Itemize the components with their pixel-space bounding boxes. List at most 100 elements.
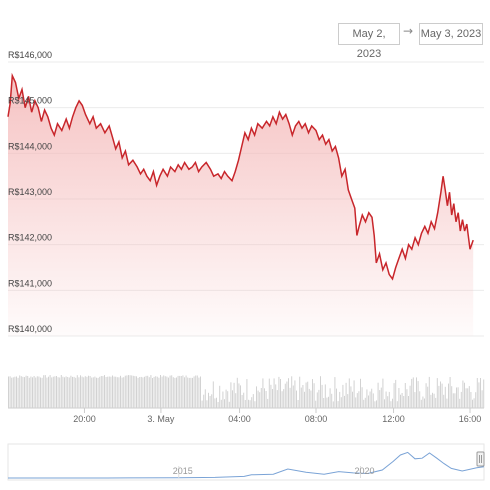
volume-bar <box>19 375 21 408</box>
volume-bar <box>345 382 347 408</box>
volume-bar <box>233 382 235 408</box>
volume-bar <box>64 377 65 408</box>
volume-bar <box>187 377 189 408</box>
volume-bar <box>179 375 181 408</box>
volume-bar <box>217 402 219 408</box>
volume-bar <box>428 376 430 408</box>
volume-bar <box>430 394 432 408</box>
volume-bar <box>172 377 174 408</box>
navigator-year-label: 2015 <box>173 466 193 476</box>
volume-bar <box>340 397 342 408</box>
volume-bar <box>440 381 441 408</box>
volume-bar <box>296 390 297 408</box>
volume-bar <box>224 399 225 408</box>
volume-bar <box>462 380 464 408</box>
volume-bar <box>161 376 163 408</box>
volume-bar <box>16 376 17 408</box>
volume-bar <box>62 376 64 408</box>
volume-bar <box>76 375 78 408</box>
volume-bar <box>376 400 377 408</box>
volume-bar <box>121 377 123 408</box>
volume-bar <box>326 397 328 408</box>
volume-bar <box>358 391 360 408</box>
volume-bar <box>33 376 35 408</box>
volume-bar <box>60 375 62 408</box>
volume-bar <box>9 376 11 408</box>
volume-bar <box>312 379 313 408</box>
volume-bar <box>195 375 197 408</box>
volume-bar <box>156 376 158 408</box>
volume-bar <box>216 397 217 408</box>
volume-bar <box>400 394 401 408</box>
volume-bar <box>46 377 48 408</box>
volume-bar <box>451 386 453 408</box>
volume-bar <box>203 394 205 408</box>
volume-bar <box>483 379 485 408</box>
volume-bar <box>129 375 131 408</box>
volume-bar <box>160 375 161 408</box>
volume-bar <box>318 389 320 408</box>
volume-bar <box>153 376 155 408</box>
volume-bar <box>443 394 445 408</box>
volume-bar <box>137 377 139 408</box>
volume-bar <box>446 398 448 408</box>
volume-bar <box>313 383 315 408</box>
volume-bar <box>136 376 137 408</box>
volume-bar <box>297 400 299 408</box>
volume-bar <box>35 377 37 408</box>
volume-bar <box>300 387 302 408</box>
volume-bar <box>102 376 104 408</box>
volume-bar <box>44 375 46 408</box>
range-to-input[interactable]: May 3, 2023 <box>419 23 483 45</box>
volume-bar <box>227 391 229 408</box>
volume-bar <box>12 377 14 408</box>
volume-bar <box>243 392 245 408</box>
volume-bar <box>270 384 272 408</box>
volume-bar <box>470 392 472 408</box>
volume-bar <box>147 375 149 408</box>
volume-bar <box>25 375 27 408</box>
volume-bar <box>163 375 165 408</box>
volume-bar <box>220 399 222 408</box>
volume-bar <box>467 388 469 408</box>
volume-bar <box>251 397 253 408</box>
volume-bar <box>294 380 296 408</box>
volume-bar <box>164 376 166 408</box>
volume-bar <box>392 398 393 408</box>
volume-bar <box>182 375 184 408</box>
volume-bar <box>315 400 317 408</box>
volume-bar <box>73 376 75 408</box>
volume-bar <box>299 376 301 408</box>
volume-bar <box>131 375 133 408</box>
navigator-handle[interactable] <box>476 451 485 467</box>
volume-bar <box>248 399 249 408</box>
volume-bar <box>324 384 326 408</box>
volume-bar <box>409 385 411 408</box>
range-from-input[interactable]: May 2, 2023 <box>338 23 400 60</box>
volume-bar <box>363 399 365 408</box>
volume-bar <box>86 376 88 408</box>
volume-bar <box>196 375 198 408</box>
volume-bar <box>176 377 177 408</box>
volume-bar <box>249 400 251 408</box>
volume-bar <box>152 378 153 408</box>
volume-bar <box>350 386 352 408</box>
volume-bar <box>134 376 136 408</box>
volume-bar <box>280 379 281 408</box>
volume-bar <box>382 378 384 408</box>
volume-bar <box>91 377 93 408</box>
volume-bar <box>473 398 475 408</box>
volume-bar <box>480 378 481 408</box>
volume-bar <box>464 382 465 408</box>
volume-bar <box>291 376 293 408</box>
volume-bar <box>366 389 368 408</box>
navigator[interactable]: 2015 2020 <box>7 443 485 481</box>
volume-bar <box>142 377 144 408</box>
volume-bar <box>432 392 433 408</box>
volume-bar <box>100 376 102 408</box>
y-tick-label: R$142,000 <box>8 233 52 243</box>
volume-bar <box>145 375 147 408</box>
x-tick-label: 04:00 <box>228 414 251 424</box>
volume-bar <box>344 395 345 408</box>
